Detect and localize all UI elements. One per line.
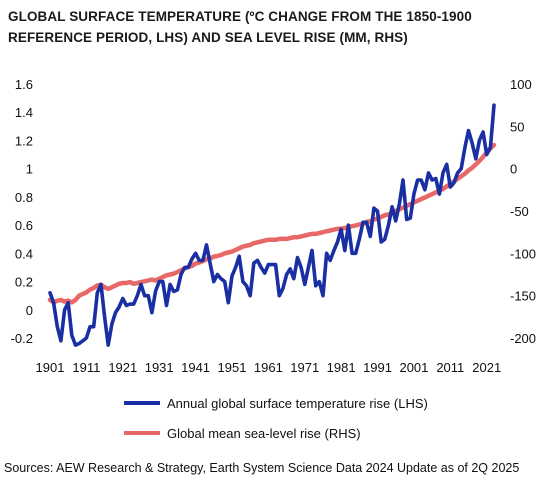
x-tick-label: 1971 [290,360,319,375]
right-tick-label: 0 [510,162,517,177]
left-tick-label: 0.6 [15,218,33,233]
left-tick-label: 1 [26,162,33,177]
right-axis: -200 -150 -100 -50 0 50 100 [510,77,536,346]
x-tick-label: 1931 [145,360,174,375]
right-tick-label: 100 [510,77,532,92]
x-tick-label: 1921 [108,360,137,375]
x-axis: 1901 1911 1921 1931 1941 1951 1961 1971 1981 1991… [36,360,502,375]
x-tick-label: 2021 [472,360,501,375]
left-tick-label: 1.2 [15,133,33,148]
x-tick-label: 1991 [363,360,392,375]
right-tick-label: -50 [510,204,529,219]
right-tick-label: -200 [510,331,536,346]
x-tick-label: 1961 [254,360,283,375]
plot-area [47,103,497,347]
legend-label-temperature: Annual global surface temperature rise (… [167,396,428,411]
right-tick-label: 50 [510,119,524,134]
x-tick-label: 1981 [327,360,356,375]
left-tick-label: 0.2 [15,275,33,290]
left-tick-label: 1.6 [15,77,33,92]
left-tick-label: -0.2 [11,331,33,346]
x-tick-label: 1951 [218,360,247,375]
left-tick-label: 0.8 [15,190,33,205]
series-line-sea-level [47,142,497,305]
x-tick-label: 2001 [399,360,428,375]
right-tick-label: -150 [510,289,536,304]
left-tick-label: 0 [26,303,33,318]
left-tick-label: 0.4 [15,246,33,261]
chart-title: GLOBAL SURFACE TEMPERATURE (ºC CHANGE FR… [8,9,472,45]
right-tick-label: -100 [510,246,536,261]
source-note: Sources: AEW Research & Strategy, Earth … [4,461,520,475]
legend-label-sea-level: Global mean sea-level rise (RHS) [167,426,361,441]
left-axis: -0.2 0 0.2 0.4 0.6 0.8 1 1.2 1.4 1.6 [11,77,33,346]
x-tick-label: 1901 [36,360,65,375]
left-tick-label: 1.4 [15,105,33,120]
x-tick-label: 1941 [181,360,210,375]
series-line-temperature [48,103,496,347]
x-tick-label: 2011 [436,360,464,375]
x-tick-label: 1911 [72,360,100,375]
